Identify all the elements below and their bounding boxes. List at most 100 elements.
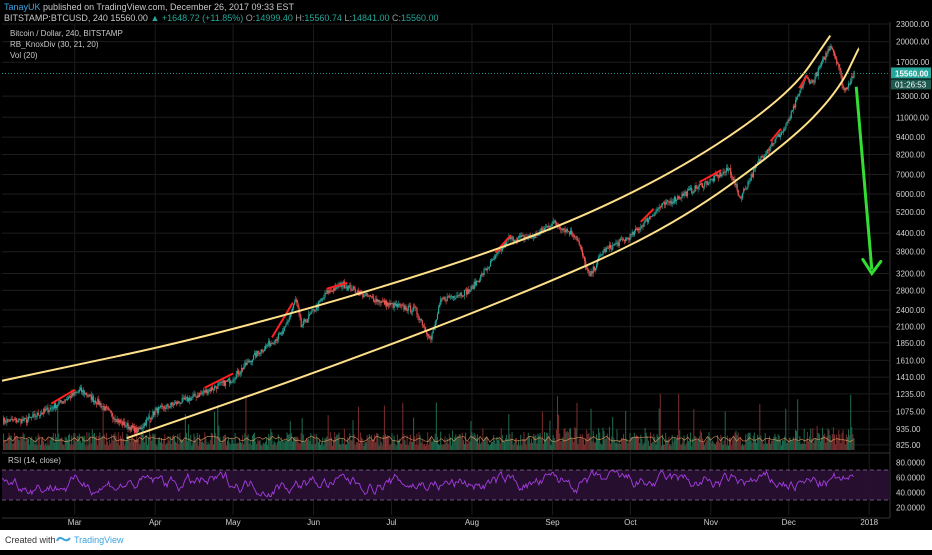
volume-bar [323, 445, 325, 450]
volume-bar [201, 441, 203, 450]
volume-bar [581, 434, 583, 450]
candle-body [607, 247, 610, 249]
volume-bar [55, 433, 57, 450]
volume-bar [780, 445, 782, 450]
tradingview-logo-icon [56, 536, 71, 542]
volume-bar [762, 443, 764, 450]
volume-bar [538, 435, 540, 450]
volume-bar [483, 441, 485, 450]
candle-body [177, 401, 179, 405]
candle-body [796, 97, 798, 100]
volume-bar [60, 437, 62, 450]
volume-bar [817, 432, 819, 450]
volume-bar [529, 443, 531, 450]
volume-bar [338, 432, 340, 450]
candle-body [181, 398, 183, 403]
candle-body [750, 174, 752, 181]
candle-body [747, 181, 749, 188]
volume-bar [751, 442, 753, 450]
volume-bar [101, 436, 103, 450]
volume-bar [648, 445, 650, 450]
volume-bar [793, 439, 795, 450]
candle-body [100, 403, 102, 408]
candle-body [550, 226, 552, 227]
candle-body [283, 327, 285, 331]
candle-body [685, 191, 687, 197]
volume-bar [670, 445, 672, 450]
candle-body [606, 247, 608, 249]
candle-body [585, 261, 587, 269]
candle-body [391, 303, 393, 305]
candle-body [23, 417, 25, 421]
volume-bar [365, 442, 367, 450]
volume-bar [102, 408, 104, 450]
volume-bar [349, 433, 351, 450]
candle-body [335, 285, 337, 291]
volume-bar [786, 443, 788, 450]
candle-body [712, 178, 714, 182]
volume-bar [560, 441, 562, 450]
volume-bar [9, 435, 11, 450]
volume-bar [300, 433, 302, 450]
candle-body [339, 282, 341, 285]
volume-bar [412, 441, 414, 450]
author-link[interactable]: TanayUK [4, 2, 41, 12]
volume-bar [268, 434, 270, 450]
candle-body [746, 187, 748, 189]
volume-bar [690, 432, 692, 450]
candle-body [334, 288, 336, 291]
candle-body [545, 227, 547, 229]
candle-body [576, 236, 578, 241]
volume-bar [719, 442, 721, 450]
volume-bar [666, 439, 668, 450]
candle-body [109, 409, 111, 411]
volume-bar [833, 434, 835, 450]
candle-body [602, 251, 604, 255]
volume-bar [26, 439, 28, 450]
volume-bar [204, 432, 206, 450]
volume-bar [3, 433, 5, 450]
legend-title[interactable]: Bitcoin / Dollar, 240, BITSTAMP [10, 29, 123, 38]
candle-body [519, 235, 521, 238]
volume-bar [121, 438, 123, 450]
candle-body [515, 240, 518, 242]
candle-body [601, 254, 603, 256]
candle-body [205, 389, 207, 393]
volume-bar [124, 445, 126, 450]
candle-body [142, 426, 144, 428]
volume-bar [776, 439, 778, 450]
candle-body [773, 143, 775, 145]
candle-body [816, 72, 818, 76]
volume-bar [499, 443, 501, 450]
volume-bar [809, 436, 811, 450]
candle-body [139, 427, 141, 430]
candle-body [620, 238, 623, 240]
volume-bar [271, 432, 273, 450]
volume-bar [103, 434, 105, 450]
volume-bar [553, 437, 555, 450]
candle-body [30, 417, 32, 419]
candle-body [21, 419, 23, 424]
volume-bar [171, 436, 173, 450]
volume-bar [353, 434, 355, 450]
candle-body [127, 423, 129, 429]
volume-bar [88, 432, 90, 450]
volume-bar [465, 432, 467, 450]
candle-body [475, 281, 478, 286]
symbol[interactable]: BITSTAMP:BTCUSD, 240 [4, 13, 108, 23]
volume-bar [306, 437, 308, 450]
volume-bar [413, 417, 415, 450]
volume-bar [582, 439, 584, 450]
volume-bar [18, 439, 20, 450]
volume-bar [770, 443, 772, 450]
legend-volume[interactable]: Vol (20) [10, 51, 38, 60]
volume-bar [51, 436, 53, 450]
tradingview-brand[interactable]: TradingView [74, 535, 124, 545]
volume-bar [52, 433, 54, 450]
legend-indicator[interactable]: RB_KnoxDiv (30, 21, 20) [10, 40, 99, 49]
candle-body [287, 320, 289, 322]
publish-line: TanayUK published on TradingView.com, De… [4, 2, 294, 12]
candle-body [315, 304, 317, 310]
